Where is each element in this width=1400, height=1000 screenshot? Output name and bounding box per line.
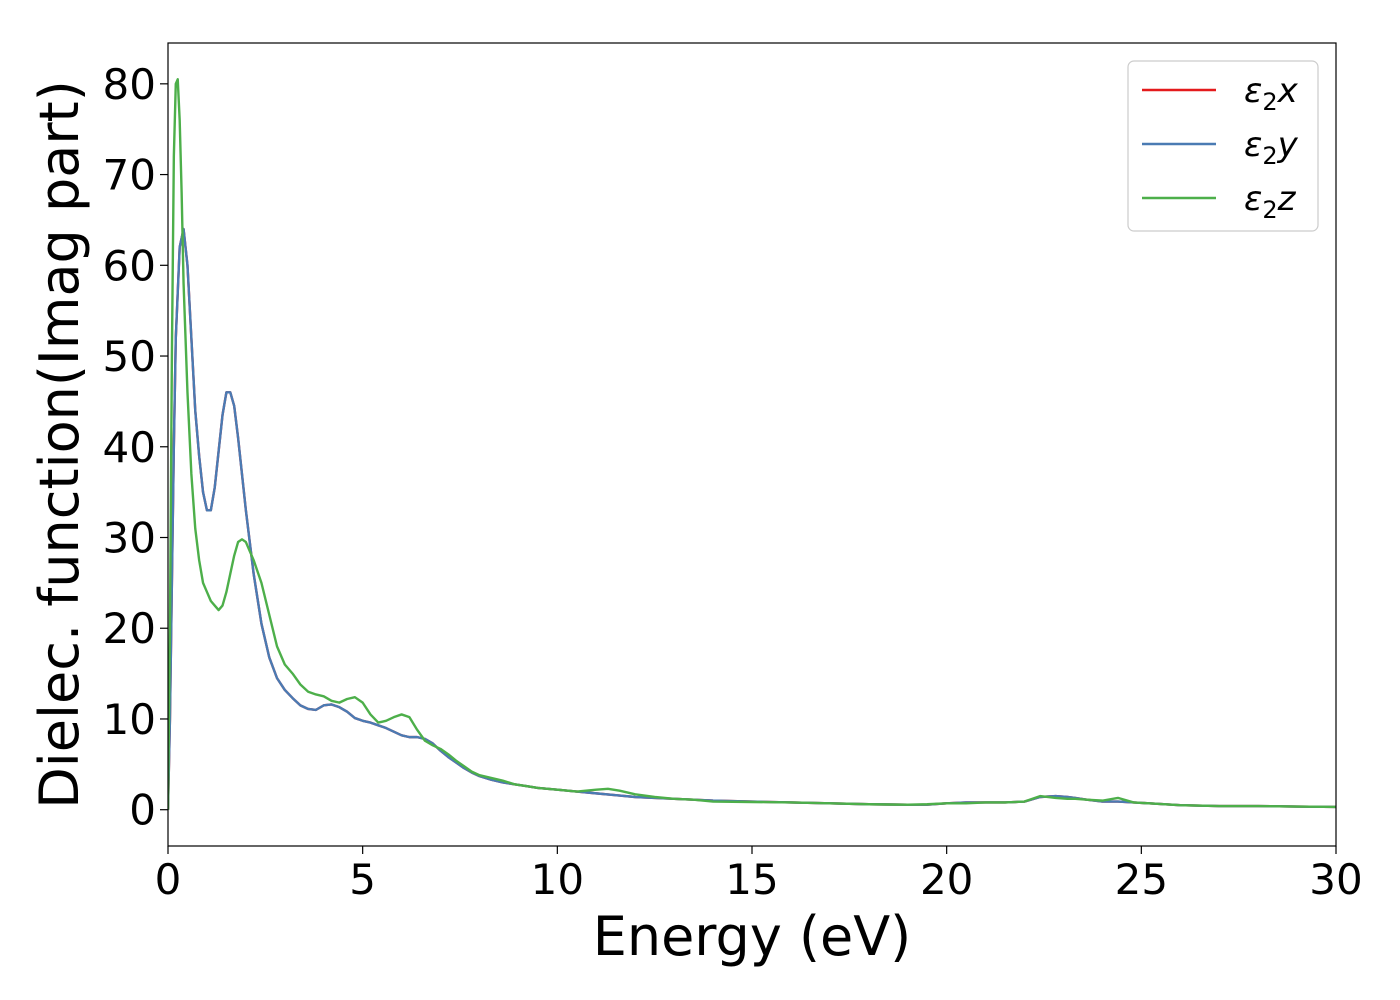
legend-label-z: ε2z [1244,179,1297,224]
y-tick-label: 60 [103,241,156,290]
y-tick-label: 20 [103,604,156,653]
x-tick-label: 15 [725,855,778,904]
x-axis-label: Energy (eV) [593,905,912,968]
y-axis: 0 10 20 30 40 50 60 70 80 [103,60,168,835]
x-tick-label: 5 [349,855,376,904]
x-tick-label: 20 [920,855,973,904]
x-tick-label: 25 [1115,855,1168,904]
series-line-z [168,78,1336,810]
x-tick-label: 0 [155,855,182,904]
y-tick-label: 80 [103,60,156,109]
y-axis-label: Dielec. function(Imag part) [28,80,91,809]
x-tick-label: 30 [1309,855,1362,904]
y-tick-label: 70 [103,151,156,200]
x-tick-label: 10 [531,855,584,904]
series-layer [168,78,1336,810]
x-axis: 0 5 10 15 20 25 30 [155,846,1363,904]
legend: ε2x ε2y ε2z [1127,60,1319,232]
legend-label-x: ε2x [1244,71,1299,116]
y-tick-label: 0 [129,786,156,835]
legend-box [1127,60,1319,232]
legend-label-y: ε2y [1244,125,1299,170]
y-tick-label: 50 [103,332,156,381]
y-tick-label: 10 [103,695,156,744]
y-tick-label: 40 [103,423,156,472]
y-tick-label: 30 [103,514,156,563]
